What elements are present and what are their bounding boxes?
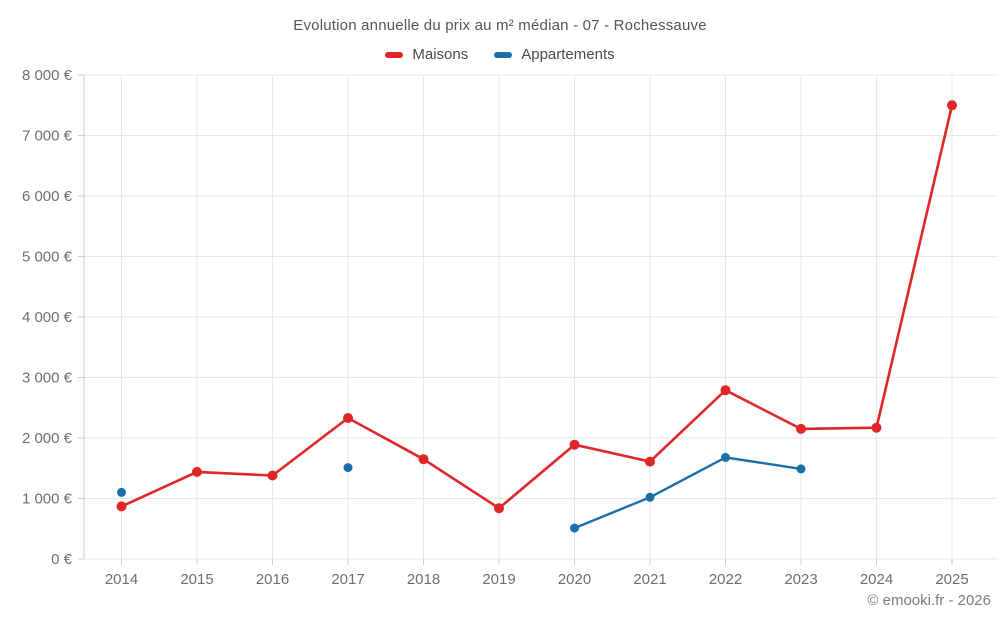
x-tick-label: 2025 bbox=[935, 571, 968, 588]
appartements-data-point bbox=[117, 487, 126, 497]
maisons-data-point bbox=[192, 466, 202, 477]
chart-legend: Maisons Appartements bbox=[0, 46, 1000, 63]
x-tick-label: 2017 bbox=[331, 571, 364, 588]
x-tick-label: 2018 bbox=[407, 571, 440, 588]
y-tick-label: 3 000 € bbox=[22, 370, 73, 387]
x-tick-label: 2021 bbox=[633, 571, 666, 588]
y-tick-label: 2 000 € bbox=[22, 430, 73, 447]
maisons-data-point bbox=[871, 422, 882, 433]
appartements-data-point bbox=[343, 463, 353, 473]
maisons-data-point bbox=[796, 423, 806, 434]
maisons-data-point bbox=[569, 439, 580, 450]
maisons-data-point bbox=[116, 501, 127, 512]
y-tick-label: 7 000 € bbox=[22, 128, 73, 145]
appartements-data-point bbox=[645, 492, 655, 502]
x-tick-label: 2024 bbox=[860, 571, 893, 588]
chart-title: Evolution annuelle du prix au m² médian … bbox=[293, 17, 707, 34]
x-tick-label: 2019 bbox=[482, 571, 515, 588]
appartements-color-swatch bbox=[494, 51, 513, 58]
y-tick-label: 4 000 € bbox=[22, 309, 73, 326]
y-tick-label: 6 000 € bbox=[22, 188, 73, 205]
copyright-credit: © emooki.fr - 2026 bbox=[867, 592, 991, 609]
appartements-data-point bbox=[796, 464, 806, 474]
maisons-line bbox=[120, 104, 954, 510]
y-tick-label: 1 000 € bbox=[22, 491, 73, 508]
maisons-data-point bbox=[494, 503, 504, 514]
maisons-color-swatch bbox=[385, 51, 404, 58]
maisons-data-point bbox=[418, 454, 429, 465]
x-tick-label: 2015 bbox=[180, 571, 213, 588]
maisons-data-point bbox=[720, 385, 731, 396]
appartements-line bbox=[573, 456, 803, 530]
x-tick-label: 2014 bbox=[105, 571, 138, 588]
y-tick-label: 8 000 € bbox=[22, 67, 73, 84]
y-tick-label: 0 € bbox=[51, 551, 73, 568]
y-tick-label: 5 000 € bbox=[22, 249, 73, 266]
x-tick-label: 2022 bbox=[709, 571, 742, 588]
maisons-data-point bbox=[947, 100, 957, 111]
maisons-data-point bbox=[267, 470, 278, 481]
legend-item-appartements[interactable]: Appartements bbox=[494, 46, 615, 63]
legend-label: Maisons bbox=[412, 46, 469, 63]
legend-label: Appartements bbox=[521, 46, 615, 63]
x-tick-label: 2023 bbox=[784, 571, 817, 588]
x-tick-label: 2020 bbox=[558, 571, 591, 588]
legend-item-maisons[interactable]: Maisons bbox=[385, 46, 468, 63]
maisons-data-point bbox=[343, 413, 353, 423]
maisons-data-point bbox=[645, 456, 655, 467]
appartements-data-point bbox=[570, 523, 579, 533]
appartements-data-point bbox=[721, 452, 730, 462]
x-tick-label: 2016 bbox=[256, 571, 289, 588]
